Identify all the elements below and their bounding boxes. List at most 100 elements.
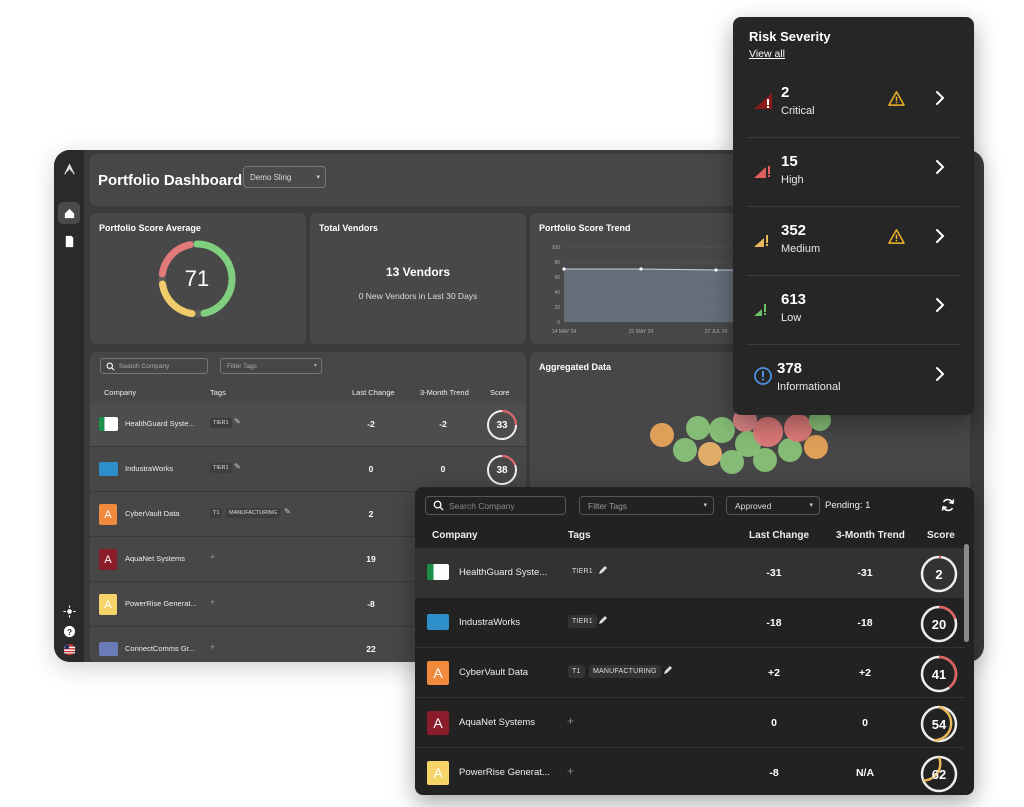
table-row[interactable]: A CyberVault Data T1 MANUFACTURING ✎ 2 (90, 493, 526, 537)
dashboard-header: Portfolio Dashboard Demo Sling ▾ (90, 154, 810, 206)
company-logo (427, 614, 449, 630)
search-icon (433, 500, 444, 511)
table-row[interactable]: A CyberVault Data T1 MANUFACTURING +2 +2… (415, 648, 965, 698)
add-tag-icon[interactable]: + (210, 597, 216, 607)
theme-toggle[interactable] (60, 602, 78, 620)
vendor-table-panel: Search Company Filter Tags ▾ Approved ▾ … (415, 487, 974, 795)
company-name: IndustraWorks (459, 617, 521, 628)
add-tag-icon[interactable]: + (210, 552, 216, 562)
app-logo-icon[interactable] (60, 160, 78, 178)
reports-nav-button[interactable] (60, 232, 78, 250)
chevron-right-icon[interactable] (933, 365, 947, 383)
score-average-title: Portfolio Score Average (99, 223, 201, 233)
chevron-right-icon[interactable] (933, 158, 947, 176)
score-average-card: Portfolio Score Average 71 (90, 213, 306, 344)
add-tag-icon[interactable]: + (567, 764, 575, 778)
column-header-company[interactable]: Company (104, 388, 137, 397)
table-row[interactable]: A PowerRise Generat... + -8 N/A 62 (415, 748, 965, 795)
chevron-right-icon[interactable] (933, 227, 947, 245)
help-button[interactable]: ? (60, 622, 78, 640)
company-logo: A (427, 711, 449, 735)
add-tag-icon[interactable]: + (567, 714, 575, 728)
risk-row-informational[interactable]: 378 Informational (747, 345, 960, 414)
status-select-value: Approved (735, 500, 772, 511)
language-selector[interactable] (60, 640, 78, 658)
table-row[interactable]: HealthGuard Syste... TIER1 ✎ -2 -2 33 (90, 403, 526, 447)
company-name: CyberVault Data (125, 509, 180, 518)
risk-row-high[interactable]: 15 High (747, 138, 960, 207)
risk-count: 378 (777, 360, 803, 377)
company-logo (99, 642, 118, 656)
edit-tags-icon[interactable]: ✎ (284, 507, 291, 516)
score-value: 20 (931, 616, 947, 632)
trend-value: -18 (857, 617, 873, 629)
edit-tags-icon[interactable] (598, 615, 608, 625)
company-name: HealthGuard Syste... (125, 419, 195, 428)
refresh-icon[interactable] (940, 497, 956, 513)
edit-tags-icon[interactable]: ✎ (234, 417, 241, 426)
filter-tags-select[interactable]: Filter Tags ▾ (579, 496, 714, 515)
last-change-value: -2 (367, 419, 375, 429)
search-input[interactable]: Search Company (425, 496, 566, 515)
table-row[interactable]: IndustraWorks TIER1 -18 -18 20 (415, 598, 965, 648)
risk-row-medium[interactable]: 352 Medium (747, 207, 960, 276)
score-value: 41 (931, 666, 947, 682)
company-logo: A (99, 549, 117, 570)
score-average-value: 71 (184, 266, 210, 291)
tag-chip: T1 (210, 508, 223, 518)
trend-value: -31 (857, 567, 873, 579)
column-header-score[interactable]: Score (927, 530, 955, 541)
risk-row-critical[interactable]: 2 Critical (747, 69, 960, 138)
chevron-right-icon[interactable] (933, 296, 947, 314)
last-change-value: -18 (766, 617, 782, 629)
score-average-ring (158, 240, 236, 318)
tag-chip: MANUFACTURING (226, 508, 280, 518)
risk-count: 15 (781, 153, 798, 170)
home-nav-button[interactable] (58, 202, 80, 224)
risk-count: 2 (781, 84, 790, 101)
table-row[interactable]: HealthGuard Syste... TIER1 -31 -31 2 (415, 548, 965, 598)
score-ring (920, 555, 958, 593)
search-input[interactable]: Search Company (100, 358, 208, 374)
risk-row-low[interactable]: 613 Low (747, 276, 960, 345)
column-header-trend[interactable]: 3-Month Trend (420, 388, 469, 397)
trend-xtick: 21 MAY 24 (629, 329, 653, 335)
total-vendors-card[interactable]: Total Vendors 13 Vendors 0 New Vendors i… (310, 213, 526, 344)
edit-tags-icon[interactable] (663, 665, 673, 675)
side-rail: ? (54, 150, 84, 662)
table-row[interactable]: A AquaNet Systems + 0 0 54 (415, 698, 965, 748)
company-name: ConnectComms Gr... (125, 644, 196, 653)
company-logo (99, 462, 118, 476)
column-header-company[interactable]: Company (432, 530, 478, 541)
table-row[interactable]: IndustraWorks TIER1 ✎ 0 0 38 (90, 448, 526, 492)
company-logo: A (427, 661, 449, 685)
column-header-tags[interactable]: Tags (568, 530, 591, 541)
chevron-down-icon: ▾ (313, 363, 317, 369)
new-vendors-text: 0 New Vendors in Last 30 Days (358, 291, 478, 301)
filter-tags-select[interactable]: Filter Tags ▾ (220, 358, 322, 374)
score-ring (920, 655, 958, 693)
edit-tags-icon[interactable]: ✎ (234, 462, 241, 471)
table-row[interactable]: A AquaNet Systems + 19 (90, 538, 526, 582)
table-scrollbar[interactable] (964, 544, 969, 642)
column-header-last-change[interactable]: Last Change (352, 388, 395, 397)
search-placeholder: Search Company (449, 500, 515, 511)
view-all-link[interactable]: View all (749, 48, 785, 60)
last-change-value: 19 (366, 554, 376, 564)
portfolio-select[interactable]: Demo Sling ▾ (243, 166, 326, 188)
table-row[interactable]: ConnectComms Gr... + 22 (90, 628, 526, 662)
risk-count: 613 (781, 291, 807, 308)
status-select[interactable]: Approved ▾ (726, 496, 820, 515)
trend-ytick: 20 (554, 305, 560, 311)
column-header-last-change[interactable]: Last Change (749, 530, 810, 541)
edit-tags-icon[interactable] (598, 565, 608, 575)
column-header-trend[interactable]: 3-Month Trend (836, 530, 905, 541)
page-title: Portfolio Dashboard (98, 172, 243, 189)
table-row[interactable]: A PowerRise Generat... + -8 (90, 583, 526, 627)
add-tag-icon[interactable]: + (210, 642, 216, 652)
column-header-score[interactable]: Score (490, 388, 510, 397)
column-header-tags[interactable]: Tags (210, 388, 226, 397)
help-icon: ? (63, 625, 75, 637)
chevron-right-icon[interactable] (933, 89, 947, 107)
company-name: CyberVault Data (459, 667, 528, 678)
